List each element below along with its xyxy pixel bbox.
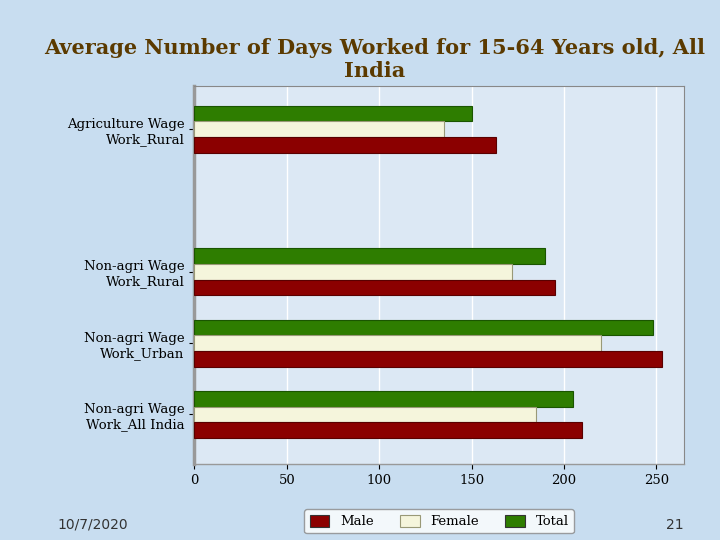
Bar (194, 264, 512, 280)
Text: Average Number of Days Worked for 15-64 Years old, All
India: Average Number of Days Worked for 15-64 … (44, 38, 705, 81)
Bar (194, 137, 495, 153)
Bar (194, 351, 662, 367)
Bar (194, 106, 472, 122)
Text: 10/7/2020: 10/7/2020 (58, 518, 128, 532)
Bar (194, 335, 601, 351)
Text: 21: 21 (667, 518, 684, 532)
Bar (194, 407, 536, 422)
Bar (194, 280, 554, 295)
Bar (194, 320, 652, 335)
Bar (194, 422, 582, 438)
Bar (194, 391, 573, 407)
Legend: Male, Female, Total: Male, Female, Total (305, 509, 574, 534)
Bar (194, 122, 444, 137)
Bar (194, 248, 546, 264)
